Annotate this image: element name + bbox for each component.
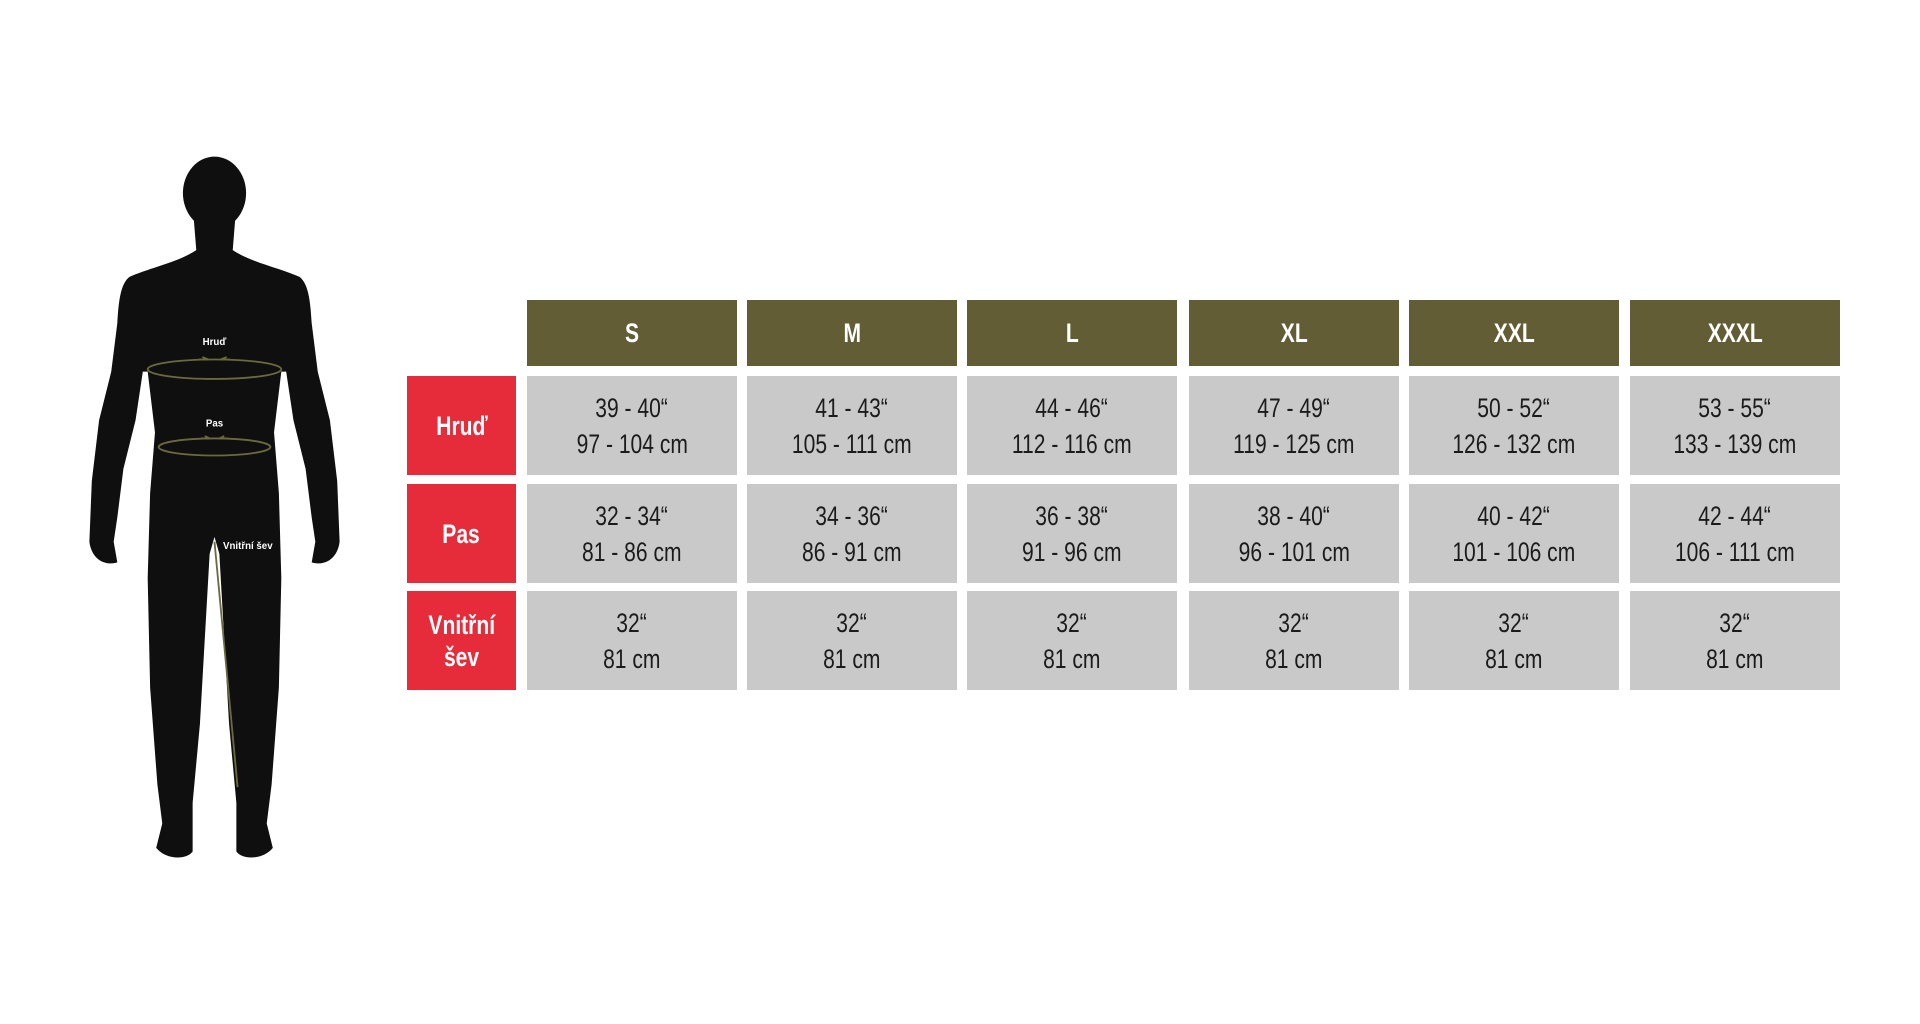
table-cell: 41 - 43“ 105 - 111 cm (747, 376, 957, 475)
value-cm: 81 cm (1706, 643, 1764, 674)
size-header-label: L (1065, 317, 1079, 348)
size-header-label: XL (1280, 317, 1308, 348)
table-cell: 32“ 81 cm (1630, 591, 1840, 690)
value-cm: 96 - 101 cm (1238, 536, 1350, 567)
value-cm: 81 cm (1485, 643, 1543, 674)
table-cell: 32“ 81 cm (1409, 591, 1619, 690)
body-silhouette-figure: Hruď Pas Vnitřní šev (89, 156, 340, 858)
table-cell: 53 - 55“ 133 - 139 cm (1630, 376, 1840, 475)
value-inches: 38 - 40“ (1257, 500, 1331, 531)
size-header-xl: XL (1189, 300, 1399, 366)
size-header-label: S (624, 317, 640, 348)
size-header-label: M (843, 317, 861, 348)
value-inches: 32“ (1278, 607, 1310, 638)
table-cell: 36 - 38“ 91 - 96 cm (967, 484, 1177, 583)
size-header-xxxl: XXXL (1630, 300, 1840, 366)
row-label: Hruď (407, 376, 516, 475)
value-inches: 41 - 43“ (815, 392, 889, 423)
value-inches: 47 - 49“ (1257, 392, 1331, 423)
value-inches: 32“ (1719, 607, 1751, 638)
value-cm: 81 cm (823, 643, 881, 674)
value-cm: 91 - 96 cm (1022, 536, 1122, 567)
table-cell: 42 - 44“ 106 - 111 cm (1630, 484, 1840, 583)
row-label-line: šev (443, 641, 480, 672)
value-cm: 81 cm (1043, 643, 1101, 674)
chest-arrows-icon (198, 356, 231, 361)
value-inches: 50 - 52“ (1477, 392, 1551, 423)
head-shape (182, 156, 247, 230)
size-header-s: S (527, 300, 737, 366)
table-cell: 32“ 81 cm (1189, 591, 1399, 690)
value-inches: 40 - 42“ (1477, 500, 1551, 531)
table-cell: 40 - 42“ 101 - 106 cm (1409, 484, 1619, 583)
value-inches: 34 - 36“ (815, 500, 889, 531)
size-header-label: XXL (1493, 317, 1535, 348)
waist-measure-loop (157, 437, 272, 457)
table-cell: 50 - 52“ 126 - 132 cm (1409, 376, 1619, 475)
size-header-xxl: XXL (1409, 300, 1619, 366)
value-inches: 53 - 55“ (1698, 392, 1772, 423)
value-cm: 105 - 111 cm (792, 428, 912, 459)
value-cm: 81 cm (1265, 643, 1323, 674)
table-cell: 34 - 36“ 86 - 91 cm (747, 484, 957, 583)
row-label: Vnitřní šev (407, 591, 516, 690)
table-cell: 38 - 40“ 96 - 101 cm (1189, 484, 1399, 583)
value-cm: 97 - 104 cm (576, 428, 688, 459)
chest-measure-loop (146, 358, 283, 380)
row-label-line: Pas (442, 518, 481, 549)
value-inches: 44 - 46“ (1035, 392, 1109, 423)
table-cell: 32 - 34“ 81 - 86 cm (527, 484, 737, 583)
table-cell: 44 - 46“ 112 - 116 cm (967, 376, 1177, 475)
value-cm: 126 - 132 cm (1452, 428, 1576, 459)
size-header-l: L (967, 300, 1177, 366)
row-label-line: Vnitřní (428, 609, 495, 640)
waist-arrows-icon (201, 435, 228, 440)
chest-label: Hruď (203, 337, 227, 348)
value-cm: 81 - 86 cm (582, 536, 682, 567)
value-inches: 32 - 34“ (595, 500, 669, 531)
value-inches: 39 - 40“ (595, 392, 669, 423)
table-cell: 39 - 40“ 97 - 104 cm (527, 376, 737, 475)
row-label: Pas (407, 484, 516, 583)
table-cell: 47 - 49“ 119 - 125 cm (1189, 376, 1399, 475)
value-inches: 32“ (616, 607, 648, 638)
value-inches: 32“ (836, 607, 868, 638)
value-cm: 119 - 125 cm (1233, 428, 1355, 459)
value-cm: 106 - 111 cm (1675, 536, 1795, 567)
value-inches: 36 - 38“ (1035, 500, 1109, 531)
table-cell: 32“ 81 cm (527, 591, 737, 690)
size-header-label: XXXL (1707, 317, 1763, 348)
value-cm: 112 - 116 cm (1012, 428, 1132, 459)
value-cm: 101 - 106 cm (1452, 536, 1576, 567)
value-inches: 32“ (1056, 607, 1088, 638)
inseam-arrow (213, 541, 239, 788)
row-label-line: Hruď (435, 410, 488, 441)
body-shape (89, 219, 340, 858)
value-inches: 42 - 44“ (1698, 500, 1772, 531)
value-inches: 32“ (1498, 607, 1530, 638)
table-cell: 32“ 81 cm (967, 591, 1177, 690)
value-cm: 81 cm (603, 643, 661, 674)
inseam-label: Vnitřní šev (223, 541, 273, 552)
value-cm: 133 - 139 cm (1673, 428, 1797, 459)
table-cell: 32“ 81 cm (747, 591, 957, 690)
value-cm: 86 - 91 cm (802, 536, 902, 567)
waist-label: Pas (206, 418, 223, 429)
size-header-m: M (747, 300, 957, 366)
